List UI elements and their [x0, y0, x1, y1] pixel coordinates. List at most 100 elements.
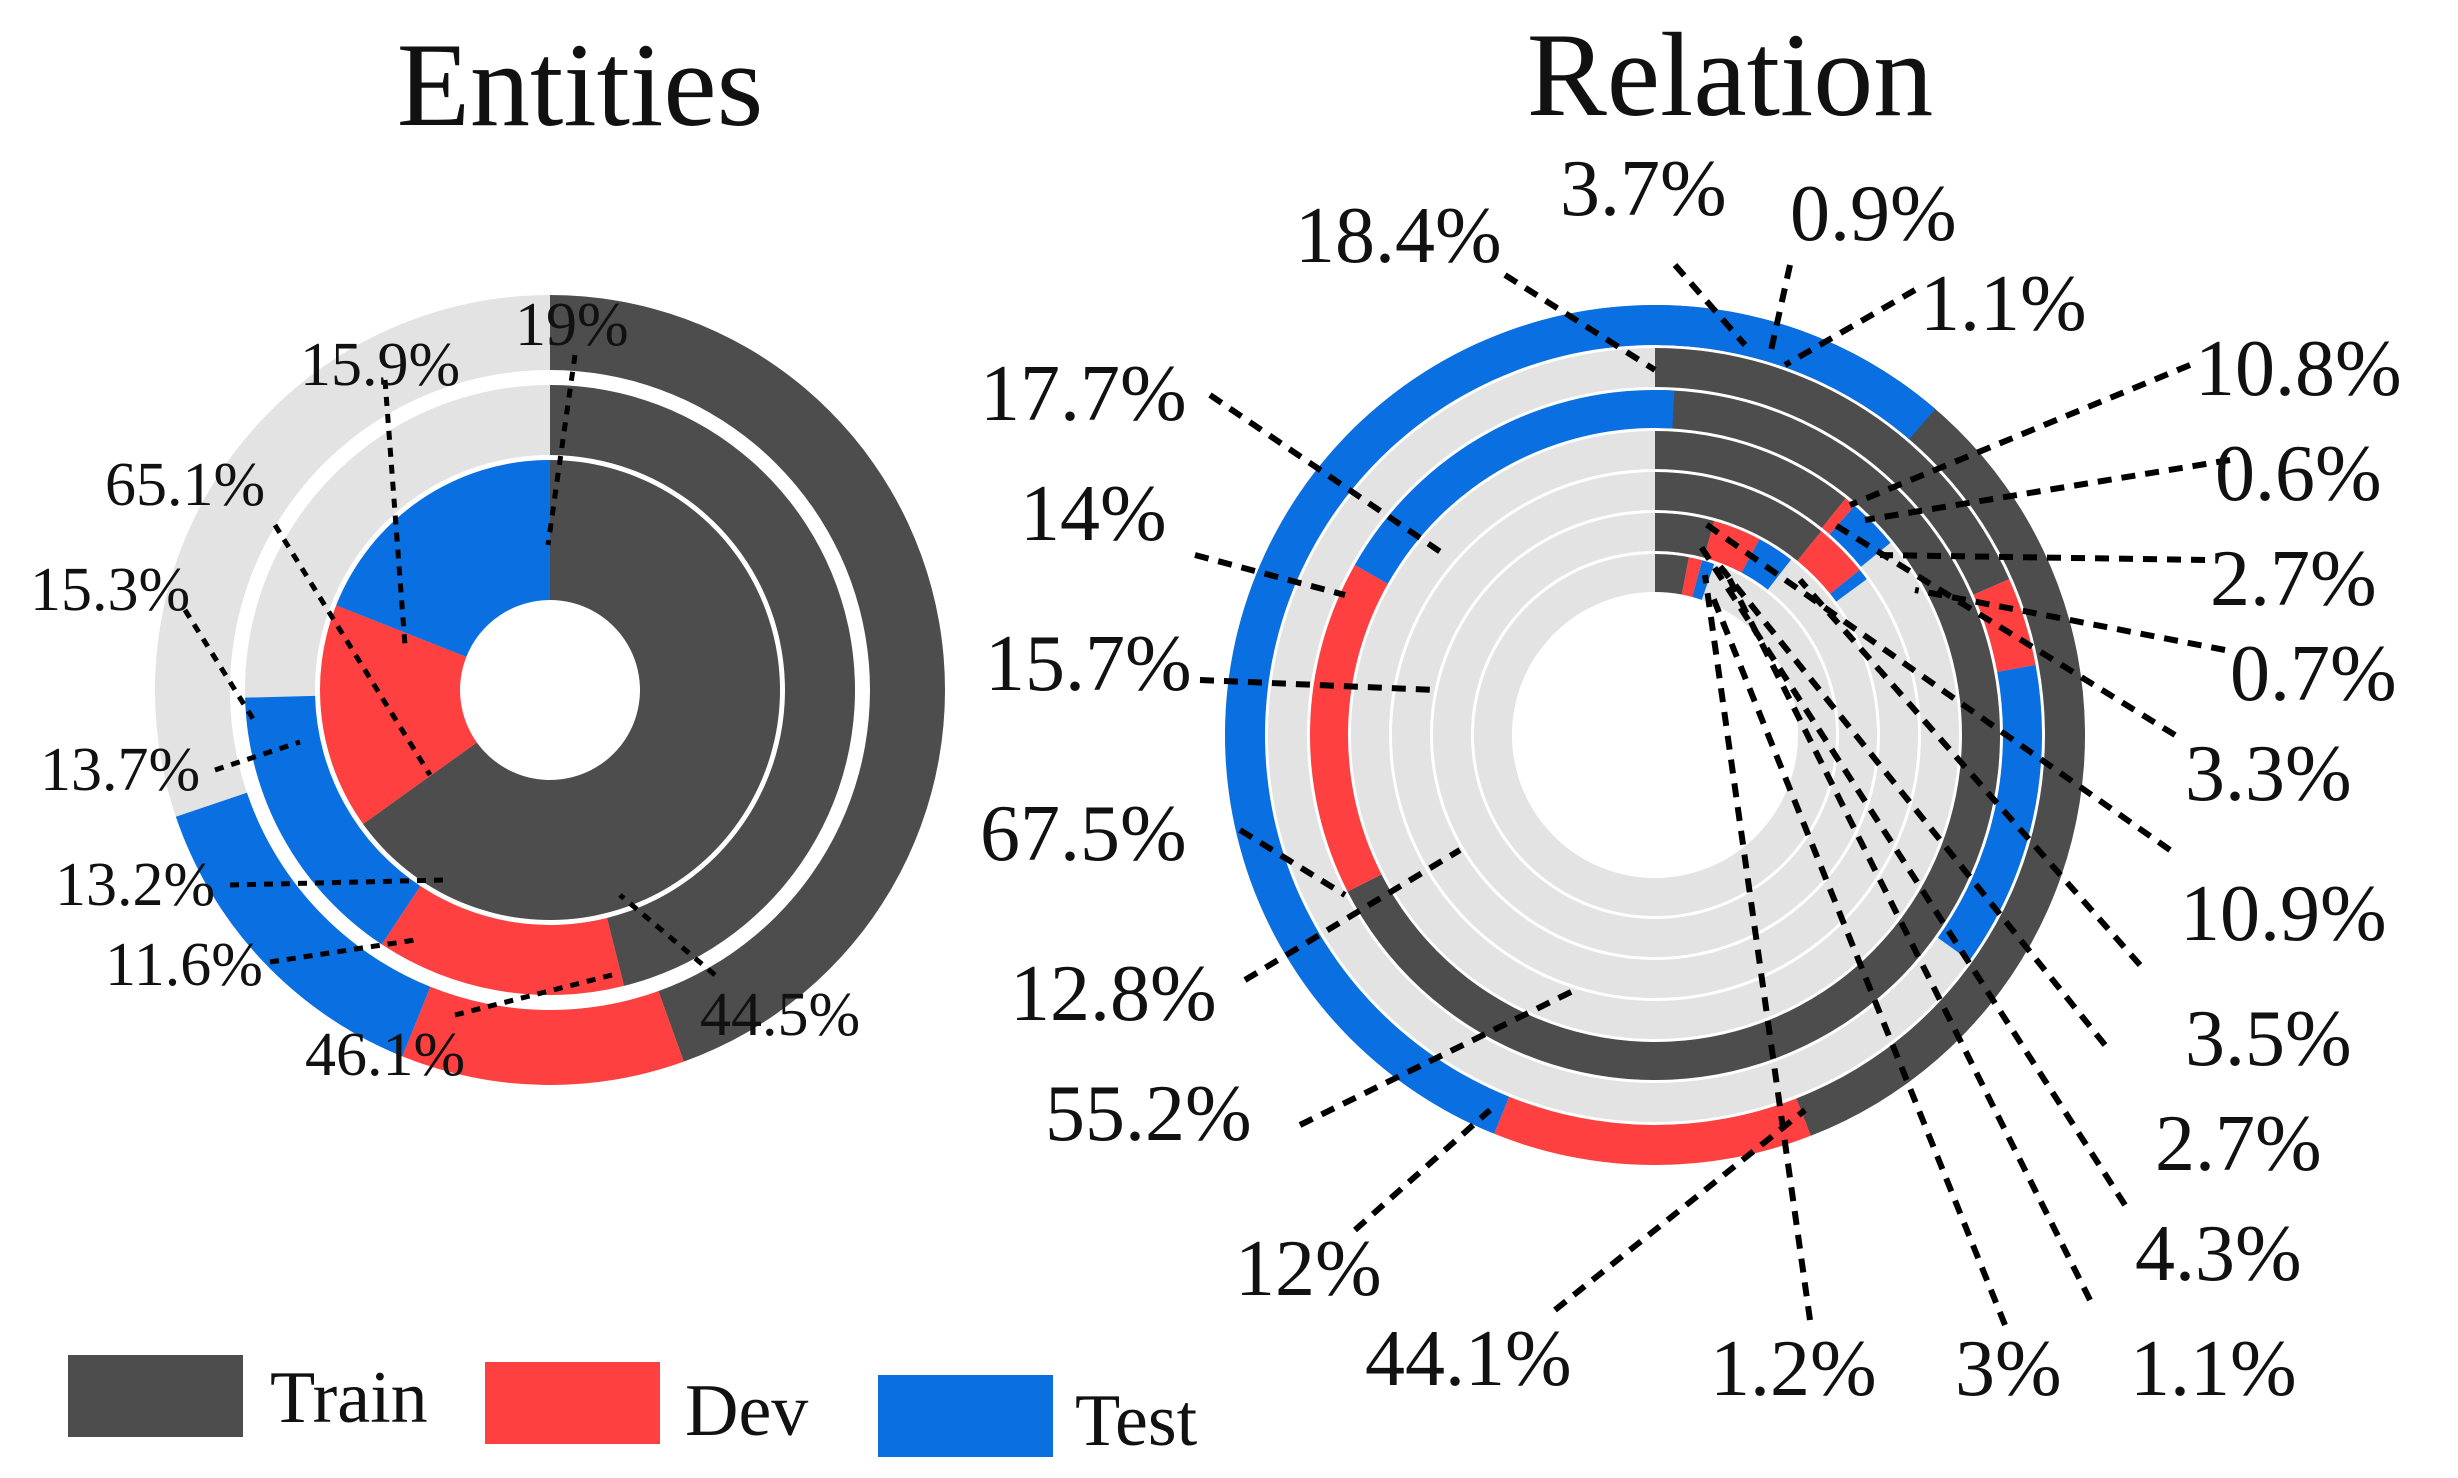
leader-line — [1353, 1107, 1492, 1233]
data-label: 18.4% — [1295, 192, 1502, 280]
arc-train — [1655, 554, 1689, 595]
data-label: 2.7% — [2210, 535, 2377, 623]
data-label: 55.2% — [1045, 1070, 1252, 1158]
legend-label-dev: Dev — [685, 1370, 808, 1452]
leader-line — [272, 523, 433, 777]
arc-dev — [1681, 557, 1703, 597]
arc-train — [550, 295, 945, 1062]
ring-track — [1473, 554, 1836, 916]
data-label: 2.7% — [2155, 1100, 2322, 1188]
data-label: 19% — [515, 291, 629, 359]
data-label: 1.2% — [1710, 1325, 1877, 1413]
data-label: 44.1% — [1365, 1315, 1572, 1403]
arc-test — [1354, 390, 1675, 584]
data-label: 3.3% — [2185, 730, 2352, 818]
arc-test — [1829, 505, 1891, 567]
arc-train — [363, 460, 780, 920]
relation-donut — [1224, 304, 2085, 1166]
data-label: 0.9% — [1790, 170, 1957, 258]
leader-line — [1697, 543, 2128, 1207]
leader-line — [229, 877, 446, 888]
arc-dev — [1704, 521, 1760, 573]
data-label: 3% — [1955, 1325, 2062, 1413]
data-label: 3.7% — [1560, 145, 1727, 233]
leader-line — [1194, 552, 1346, 598]
data-label: 15.7% — [985, 620, 1192, 708]
arc-train — [550, 385, 855, 986]
leader-line — [1848, 362, 2192, 508]
leader-line — [1722, 568, 2093, 1302]
arc-dev — [1821, 498, 1855, 535]
leader-line — [1238, 827, 1347, 898]
arc-test — [175, 792, 431, 1057]
arc-test — [1937, 664, 2043, 961]
relation-labels: 18.4% 3.7% 0.9% 1.1% 10.8% 0.6% 2.7% 0.7… — [980, 145, 2402, 1413]
leader-line — [1298, 987, 1577, 1128]
leader-line — [1797, 578, 2143, 967]
data-label: 67.5% — [980, 790, 1187, 878]
legend-label-train: Train — [270, 1357, 428, 1439]
arc-dev — [1797, 531, 1860, 594]
data-label: 10.9% — [2180, 870, 2387, 958]
legend-swatch-test — [878, 1375, 1053, 1457]
data-label: 15.3% — [30, 556, 190, 624]
leader-line — [1879, 552, 2206, 563]
arc-train — [1655, 305, 2085, 1136]
entities-labels: 19% 15.9% 65.1% 15.3% 13.7% 13.2% 11.6% … — [30, 291, 860, 1089]
arc-test — [1741, 539, 1792, 590]
entities-title: Entities — [397, 18, 764, 151]
data-label: 13.7% — [40, 736, 200, 804]
leader-line — [545, 354, 578, 546]
leader-line — [1707, 588, 2008, 1327]
leader-line — [1199, 677, 1436, 693]
data-label: 15.9% — [300, 331, 460, 399]
leader-line — [382, 379, 408, 646]
data-label: 44.5% — [700, 981, 860, 1049]
data-label: 14% — [1020, 470, 1167, 558]
data-label: 46.1% — [305, 1021, 465, 1089]
leader-line — [618, 893, 717, 977]
data-label: 17.7% — [980, 350, 1187, 438]
leader-line — [1864, 457, 2231, 523]
arc-dev — [1310, 565, 1388, 892]
data-label: 11.6% — [105, 931, 263, 999]
arc-train — [1655, 472, 1822, 561]
leader-line — [269, 937, 416, 965]
legend-label-test: Test — [1075, 1380, 1198, 1462]
leader-line — [1767, 264, 1793, 356]
arc-train — [1655, 348, 2010, 595]
leader-line — [1503, 272, 1657, 373]
leader-line — [1833, 522, 2177, 738]
data-label: 65.1% — [105, 451, 265, 519]
leader-line — [1783, 287, 1917, 368]
data-label: 0.7% — [2230, 630, 2397, 718]
data-label: 12% — [1235, 1225, 1382, 1313]
data-label: 4.3% — [2135, 1210, 2302, 1298]
arc-train — [1655, 431, 1846, 528]
legend-swatch-dev — [485, 1362, 660, 1444]
legend-swatch-train — [68, 1355, 243, 1437]
leader-line — [1712, 558, 2108, 1047]
arc-test — [1224, 304, 1936, 1134]
data-label: 0.6% — [2215, 430, 2382, 518]
entities-donut — [154, 295, 945, 1085]
leader-line — [1553, 1107, 1807, 1313]
data-label: 1.1% — [2130, 1325, 2297, 1413]
arc-test — [1830, 569, 1867, 602]
leader-line — [214, 739, 301, 773]
leader-line — [1243, 847, 1462, 983]
leader-line — [1914, 587, 2226, 653]
data-label: 13.2% — [55, 851, 215, 919]
data-label: 12.8% — [1010, 950, 1217, 1038]
data-label: 3.5% — [2185, 995, 2352, 1083]
leader-line — [1672, 263, 1748, 347]
entities-leaders — [182, 354, 717, 1018]
data-label: 1.1% — [1920, 260, 2087, 348]
data-label: 10.8% — [2195, 325, 2402, 413]
legend: Train Dev Test — [68, 1355, 1198, 1462]
relation-leaders — [1194, 263, 2231, 1327]
arc-test — [245, 695, 421, 945]
relation-title: Relation — [1527, 8, 1934, 141]
arc-dev — [381, 886, 624, 995]
